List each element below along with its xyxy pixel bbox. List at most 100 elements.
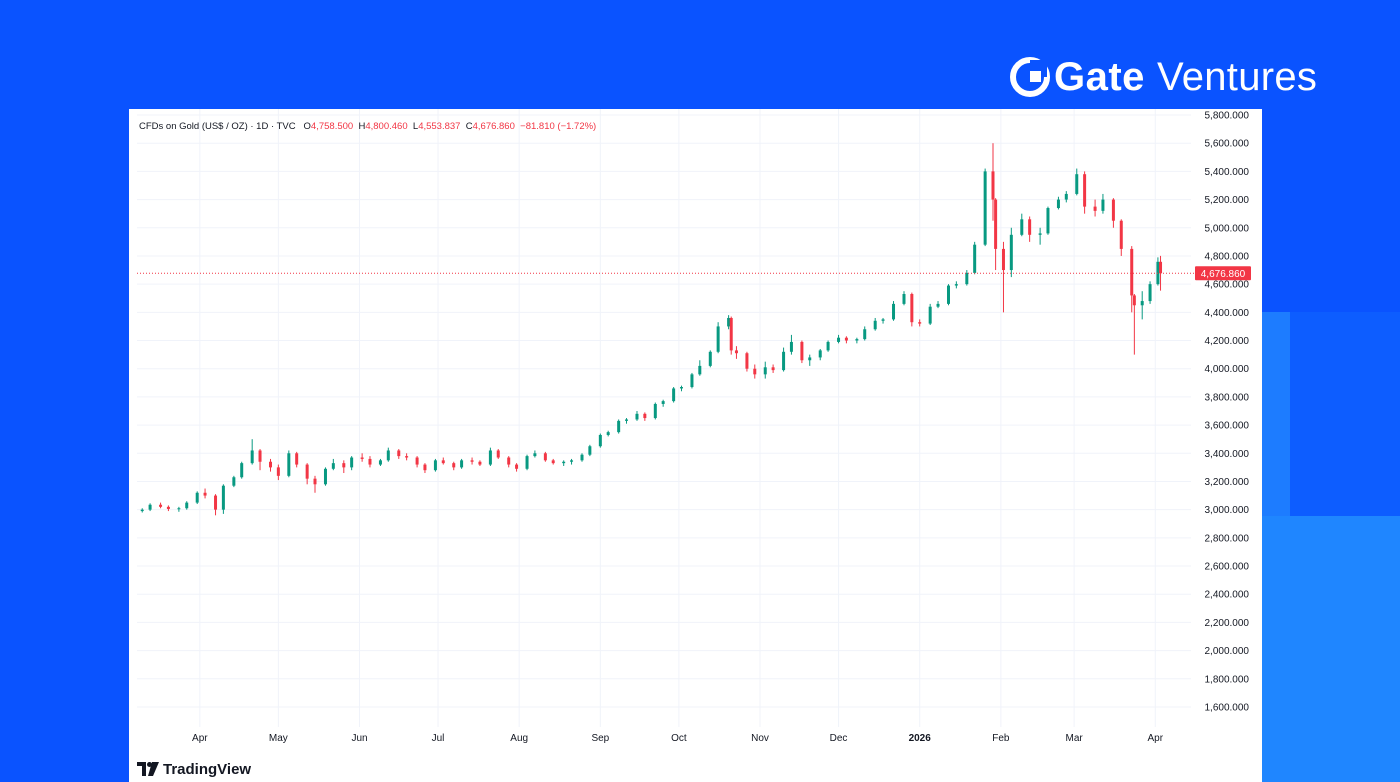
candle-body bbox=[844, 337, 848, 341]
y-tick-label: 3,000.000 bbox=[1205, 505, 1250, 516]
candle-body bbox=[855, 339, 859, 341]
legend-close-label: C bbox=[465, 121, 473, 132]
x-tick-label: Feb bbox=[992, 733, 1010, 744]
candle bbox=[543, 451, 547, 462]
candle bbox=[488, 447, 492, 466]
candle-body bbox=[488, 450, 492, 465]
candle-body bbox=[360, 457, 364, 459]
candle-body bbox=[1020, 219, 1024, 235]
x-tick-label: Mar bbox=[1066, 733, 1084, 744]
candle-body bbox=[789, 341, 793, 352]
x-tick-label: Apr bbox=[192, 733, 208, 744]
candle bbox=[305, 463, 309, 485]
x-tick-label: Apr bbox=[1148, 733, 1164, 744]
legend-close-value: 4,676.860 bbox=[472, 121, 515, 132]
candle bbox=[368, 456, 372, 468]
candle bbox=[1020, 213, 1024, 237]
candle bbox=[716, 322, 720, 354]
y-tick-label: 5,400.000 bbox=[1205, 167, 1250, 178]
candle-body bbox=[250, 450, 254, 464]
candle bbox=[679, 385, 683, 392]
candle bbox=[753, 364, 757, 379]
candle bbox=[643, 412, 647, 421]
candle-body bbox=[441, 460, 445, 464]
candle-body bbox=[305, 464, 309, 479]
candle-body bbox=[515, 464, 519, 469]
candle bbox=[214, 494, 218, 516]
candle bbox=[734, 346, 738, 359]
candle bbox=[360, 453, 364, 462]
candle bbox=[745, 351, 749, 372]
candle-body bbox=[753, 368, 757, 375]
candle-body bbox=[287, 453, 291, 476]
candle bbox=[221, 484, 225, 514]
candle bbox=[1083, 171, 1087, 214]
candle bbox=[617, 419, 621, 434]
candle bbox=[902, 291, 906, 306]
candle bbox=[635, 411, 639, 421]
y-axis: 1,600.000 1,800.000 2,000.000 2,200.000 2,40… bbox=[1205, 111, 1250, 714]
candle bbox=[789, 334, 793, 355]
candles bbox=[140, 143, 1163, 516]
x-tick-label: Jun bbox=[351, 733, 367, 744]
candle bbox=[661, 399, 665, 407]
candle-body bbox=[800, 341, 804, 361]
x-tick-label: Nov bbox=[751, 733, 769, 744]
x-tick-label: Dec bbox=[830, 733, 848, 744]
candle-body bbox=[745, 353, 749, 369]
candle bbox=[166, 505, 170, 512]
candle bbox=[1075, 168, 1079, 196]
candle bbox=[910, 292, 914, 327]
candle bbox=[250, 439, 254, 465]
candle bbox=[378, 458, 382, 466]
x-tick-label: Aug bbox=[510, 733, 528, 744]
candle-body bbox=[331, 463, 335, 469]
y-tick-label: 1,600.000 bbox=[1205, 703, 1250, 714]
candle bbox=[525, 454, 529, 471]
candlestick-chart[interactable]: 4,676.860 1,600.000 1,800.000 2,000.000 2,2… bbox=[129, 109, 1262, 782]
candle-body bbox=[892, 303, 896, 320]
candle-body bbox=[763, 367, 767, 375]
x-tick-label: 2026 bbox=[909, 733, 932, 744]
candle-body bbox=[1038, 233, 1042, 235]
candle bbox=[771, 364, 775, 373]
candle bbox=[606, 430, 610, 437]
candle-body bbox=[368, 458, 372, 465]
candle bbox=[507, 456, 511, 468]
tradingview-attribution[interactable]: TradingView bbox=[137, 760, 251, 778]
candle-body bbox=[881, 319, 885, 321]
candle bbox=[826, 340, 830, 352]
candle bbox=[460, 458, 464, 469]
candle-body bbox=[470, 460, 474, 462]
candle bbox=[983, 168, 987, 247]
y-tick-label: 5,800.000 bbox=[1205, 111, 1250, 122]
candle-body bbox=[1148, 284, 1152, 302]
candle-body bbox=[533, 453, 537, 457]
candle-body bbox=[258, 450, 262, 462]
candle-body bbox=[405, 456, 409, 458]
candle-body bbox=[994, 199, 998, 249]
x-tick-label: Sep bbox=[591, 733, 609, 744]
y-tick-label: 3,400.000 bbox=[1205, 449, 1250, 460]
candle-body bbox=[1083, 174, 1087, 207]
candle-body bbox=[863, 329, 867, 340]
candle-body bbox=[1130, 248, 1134, 296]
y-tick-label: 5,000.000 bbox=[1205, 223, 1250, 234]
legend-high-value: 4,800.460 bbox=[365, 121, 408, 132]
y-tick-label: 3,200.000 bbox=[1205, 477, 1250, 488]
candle bbox=[698, 360, 702, 376]
last-price-label: 4,676.860 bbox=[1201, 269, 1246, 280]
candle bbox=[1064, 191, 1068, 203]
y-tick-label: 4,200.000 bbox=[1205, 336, 1250, 347]
candle bbox=[954, 281, 958, 289]
candle-body bbox=[928, 306, 932, 324]
candle-body bbox=[214, 495, 218, 510]
legend-high-label: H bbox=[358, 121, 366, 132]
y-tick-label: 3,800.000 bbox=[1205, 392, 1250, 403]
last-price-marker: 4,676.860 bbox=[137, 266, 1251, 281]
candle bbox=[855, 337, 859, 344]
candle bbox=[551, 458, 555, 465]
candle bbox=[533, 450, 537, 458]
chart-legend: CFDs on Gold (US$ / OZ) · 1D · TVC O4,75… bbox=[139, 121, 596, 132]
y-tick-label: 5,600.000 bbox=[1205, 139, 1250, 150]
